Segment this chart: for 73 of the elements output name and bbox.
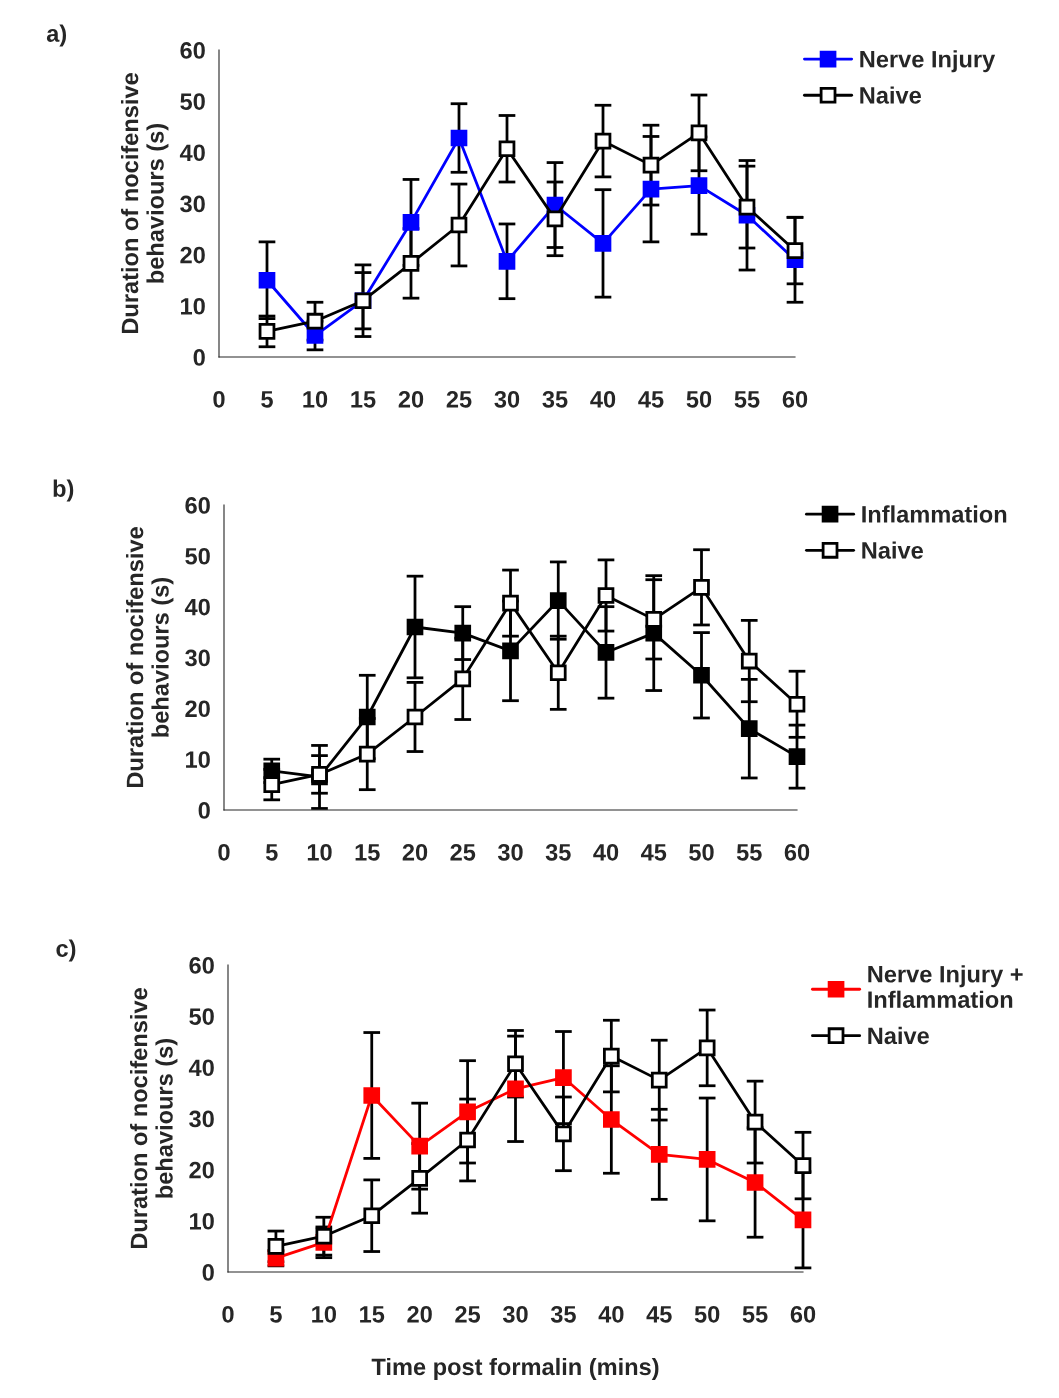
x-tick-label: 50 — [694, 1305, 720, 1323]
x-tick-label: 60 — [790, 1305, 816, 1323]
x-tick-label: 0 — [222, 1305, 234, 1323]
y-tick-label: 50 — [180, 93, 205, 110]
x-tick-label: 25 — [450, 843, 476, 861]
x-tick-label: 50 — [686, 390, 712, 408]
y-tick-label: 50 — [185, 547, 210, 565]
x-tick-label: 35 — [542, 390, 568, 408]
x-tick-label: 5 — [270, 1306, 282, 1323]
x-tick-label: 30 — [497, 843, 523, 861]
x-tick-label: 35 — [550, 1305, 576, 1323]
x-tick-label: 15 — [355, 844, 380, 861]
x-tick-label: 60 — [782, 390, 808, 408]
legend-label: Naive — [868, 1026, 929, 1045]
y-tick-label: 20 — [185, 700, 210, 718]
y-tick-label: 10 — [186, 751, 210, 768]
chart-title: c) — [56, 939, 76, 962]
legend-label: Naive — [862, 541, 923, 559]
y-tick-label: 0 — [198, 802, 210, 819]
x-tick-label: 20 — [407, 1305, 432, 1323]
chart-title: b) — [53, 479, 74, 502]
y-tick-label: 60 — [189, 957, 214, 974]
x-tick-label: 55 — [736, 844, 762, 861]
y-axis-title: Duration of nocifensive behaviours (s) — [125, 527, 174, 788]
y-tick-label: 0 — [193, 349, 205, 366]
x-tick-label: 40 — [590, 390, 616, 408]
y-tick-label: 20 — [189, 1161, 214, 1179]
y-tick-label: 30 — [185, 649, 210, 667]
y-tick-label: 50 — [189, 1008, 214, 1025]
y-tick-label: 10 — [190, 1212, 214, 1230]
y-tick-label: 60 — [185, 497, 210, 514]
x-axis-title: Time post formalin (mins) — [371, 1357, 659, 1380]
x-tick-label: 15 — [360, 1306, 385, 1323]
x-tick-label: 40 — [598, 1305, 624, 1323]
y-tick-label: 20 — [180, 246, 205, 264]
x-tick-label: 20 — [398, 390, 424, 408]
legend-label: Nerve Injury + Inflammation — [868, 965, 1023, 1009]
x-tick-label: 0 — [213, 390, 225, 408]
y-tick-label: 30 — [180, 195, 205, 213]
x-tick-label: 10 — [303, 390, 328, 408]
x-tick-label: 60 — [784, 843, 810, 861]
y-tick-label: 60 — [180, 42, 205, 59]
y-axis-title: Duration of nocifensive behaviours (s) — [120, 73, 169, 334]
y-tick-label: 40 — [188, 1059, 214, 1077]
x-tick-label: 50 — [689, 843, 714, 861]
x-tick-label: 25 — [446, 390, 472, 408]
legend-label: Inflammation — [862, 505, 1007, 523]
legend-label: Nerve Injury — [860, 50, 996, 73]
x-tick-label: 30 — [494, 390, 520, 408]
x-tick-label: 5 — [265, 844, 278, 861]
y-tick-label: 40 — [184, 598, 210, 616]
chart-title: a) — [46, 24, 67, 47]
x-tick-label: 15 — [351, 391, 376, 408]
x-tick-label: 20 — [402, 843, 428, 861]
x-tick-label: 5 — [261, 391, 273, 408]
x-tick-label: 10 — [312, 1305, 336, 1323]
y-tick-label: 10 — [181, 297, 205, 315]
x-tick-label: 55 — [742, 1306, 768, 1323]
x-tick-label: 55 — [734, 391, 760, 408]
x-tick-label: 25 — [455, 1305, 481, 1323]
x-tick-label: 0 — [218, 843, 230, 861]
x-tick-label: 30 — [502, 1305, 528, 1323]
y-tick-label: 30 — [189, 1110, 214, 1128]
x-tick-label: 45 — [646, 1306, 672, 1323]
x-tick-label: 45 — [640, 844, 667, 861]
legend-label: Naive — [860, 86, 921, 104]
x-tick-label: 45 — [638, 391, 664, 408]
y-tick-label: 0 — [202, 1264, 214, 1281]
x-tick-label: 10 — [307, 843, 332, 861]
x-tick-label: 35 — [545, 843, 571, 861]
y-tick-label: 40 — [179, 144, 205, 162]
y-axis-title: Duration of nocifensive behaviours (s) — [129, 988, 178, 1249]
x-tick-label: 40 — [593, 843, 619, 861]
